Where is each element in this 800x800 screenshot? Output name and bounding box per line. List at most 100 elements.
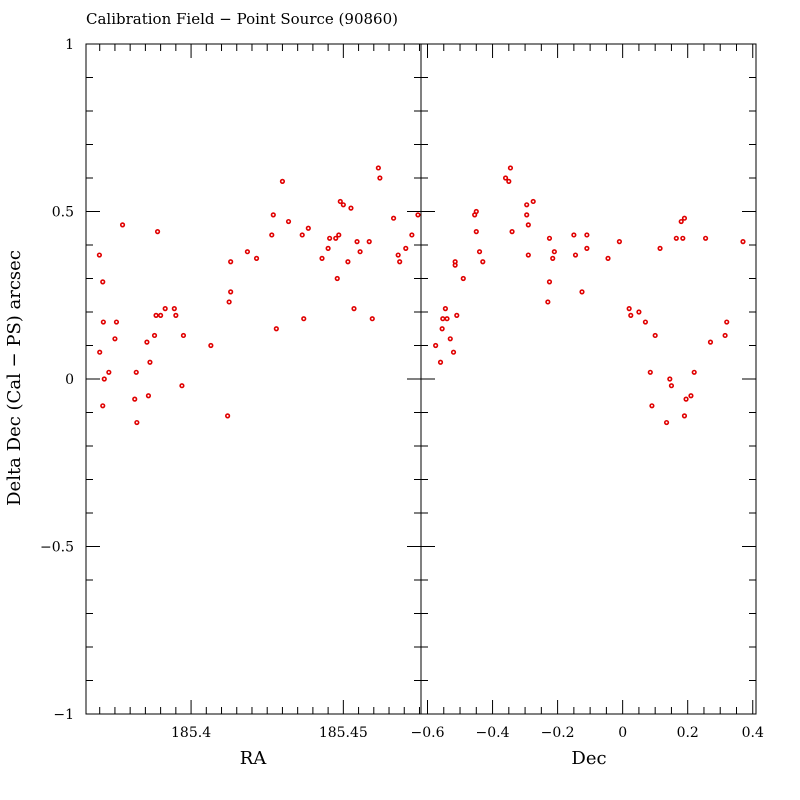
data-point-dec — [442, 306, 448, 312]
data-point-ra — [113, 319, 120, 325]
data-point-dec — [668, 383, 675, 389]
y-tick-label: 0 — [65, 372, 74, 388]
data-point-ra — [171, 306, 177, 312]
data-point-dec — [551, 249, 557, 255]
data-point-dec — [642, 319, 649, 325]
data-point-dec — [480, 259, 486, 265]
data-point-dec — [454, 312, 460, 318]
data-point-ra — [354, 239, 360, 245]
data-point-ra — [409, 232, 415, 238]
data-point-dec — [452, 262, 458, 268]
data-point-dec — [525, 252, 531, 258]
data-point-ra — [119, 222, 126, 228]
data-point-ra — [173, 312, 179, 318]
data-point-ra — [96, 252, 102, 258]
y-axis-title: Delta Dec (Cal − PS) arcsec — [4, 250, 25, 506]
data-point-dec — [439, 326, 445, 332]
data-point-dec — [433, 342, 439, 349]
data-point-ra — [357, 249, 363, 255]
data-point-ra — [345, 259, 351, 265]
data-point-dec — [572, 252, 579, 258]
data-point-dec — [657, 245, 663, 251]
data-point-dec — [678, 218, 684, 225]
data-point-ra — [279, 178, 286, 184]
data-point-ra — [319, 255, 325, 262]
data-point-ra — [270, 212, 276, 218]
data-point-dec — [605, 255, 611, 262]
data-point-dec — [681, 215, 688, 221]
data-point-dec — [681, 413, 688, 419]
plot-frame-dec — [420, 43, 757, 715]
x-tick-label-ra: 185.4 — [171, 725, 211, 741]
data-point-ra — [366, 239, 372, 245]
data-point-dec — [663, 419, 670, 426]
data-point-ra — [208, 342, 214, 349]
data-point-dec — [626, 306, 632, 312]
x-tick-label-dec: 0 — [618, 725, 627, 741]
data-point-dec — [437, 359, 444, 365]
data-point-dec — [525, 222, 531, 228]
x-tick-label-dec: −0.4 — [476, 725, 510, 741]
data-point-ra — [377, 175, 383, 181]
data-point-dec — [707, 339, 714, 345]
data-point-dec — [460, 275, 466, 282]
data-point-ra — [226, 299, 232, 305]
data-point-dec — [524, 212, 530, 218]
data-point-ra — [228, 259, 234, 265]
data-point-ra — [100, 279, 106, 285]
data-point-ra — [158, 312, 164, 318]
x-tick-label-dec: −0.2 — [541, 725, 575, 741]
data-point-dec — [440, 316, 446, 322]
data-point-ra — [100, 319, 106, 325]
data-point-dec — [691, 369, 697, 375]
data-point-ra — [144, 339, 150, 345]
data-point-dec — [584, 232, 590, 238]
data-point-ra — [112, 336, 118, 342]
data-point-dec — [683, 396, 689, 402]
data-point-ra — [106, 369, 112, 375]
data-point-ra — [415, 212, 421, 218]
data-point-ra — [162, 306, 168, 312]
data-point-dec — [702, 235, 709, 241]
data-point-ra — [228, 289, 234, 295]
data-point-dec — [473, 229, 479, 235]
data-point-ra — [325, 245, 331, 251]
data-point-ra — [134, 419, 140, 426]
data-point-ra — [333, 235, 339, 241]
data-point-dec — [476, 249, 483, 255]
y-tick-label: 0.5 — [52, 205, 74, 221]
data-point-dec — [647, 369, 653, 375]
data-point-ra — [101, 376, 107, 382]
data-point-ra — [351, 306, 357, 312]
data-point-dec — [680, 235, 686, 241]
data-point-ra — [145, 393, 152, 399]
data-point-ra — [154, 229, 161, 235]
data-point-dec — [506, 178, 512, 184]
data-point-dec — [550, 255, 556, 262]
y-tick-label: 1 — [65, 37, 74, 53]
data-point-dec — [473, 208, 479, 215]
data-point-dec — [545, 299, 551, 305]
x-tick-label-dec: 0.2 — [677, 725, 699, 741]
data-point-dec — [530, 198, 536, 205]
data-point-dec — [722, 332, 728, 339]
panel-dec: −0.6 −0.4 −0.2 0 0.2 0.4 — [411, 43, 764, 741]
data-point-ra — [253, 255, 260, 262]
data-point-dec — [546, 235, 553, 241]
chart-title: Calibration Field − Point Source (90860) — [86, 10, 398, 28]
x-axis-title-ra: RA — [240, 748, 268, 769]
data-point-dec — [579, 289, 585, 295]
data-point-dec — [649, 403, 655, 409]
data-point-ra — [132, 396, 138, 402]
data-point-ra — [340, 202, 346, 208]
y-tick-label: −0.5 — [40, 540, 74, 556]
data-point-dec — [616, 239, 622, 245]
data-point-dec — [546, 279, 553, 285]
data-point-ra — [334, 275, 340, 282]
data-point-dec — [688, 393, 694, 399]
data-point-ra — [336, 232, 342, 238]
data-point-ra — [390, 215, 397, 221]
data-point-dec — [507, 165, 514, 171]
data-point-ra — [375, 165, 381, 171]
